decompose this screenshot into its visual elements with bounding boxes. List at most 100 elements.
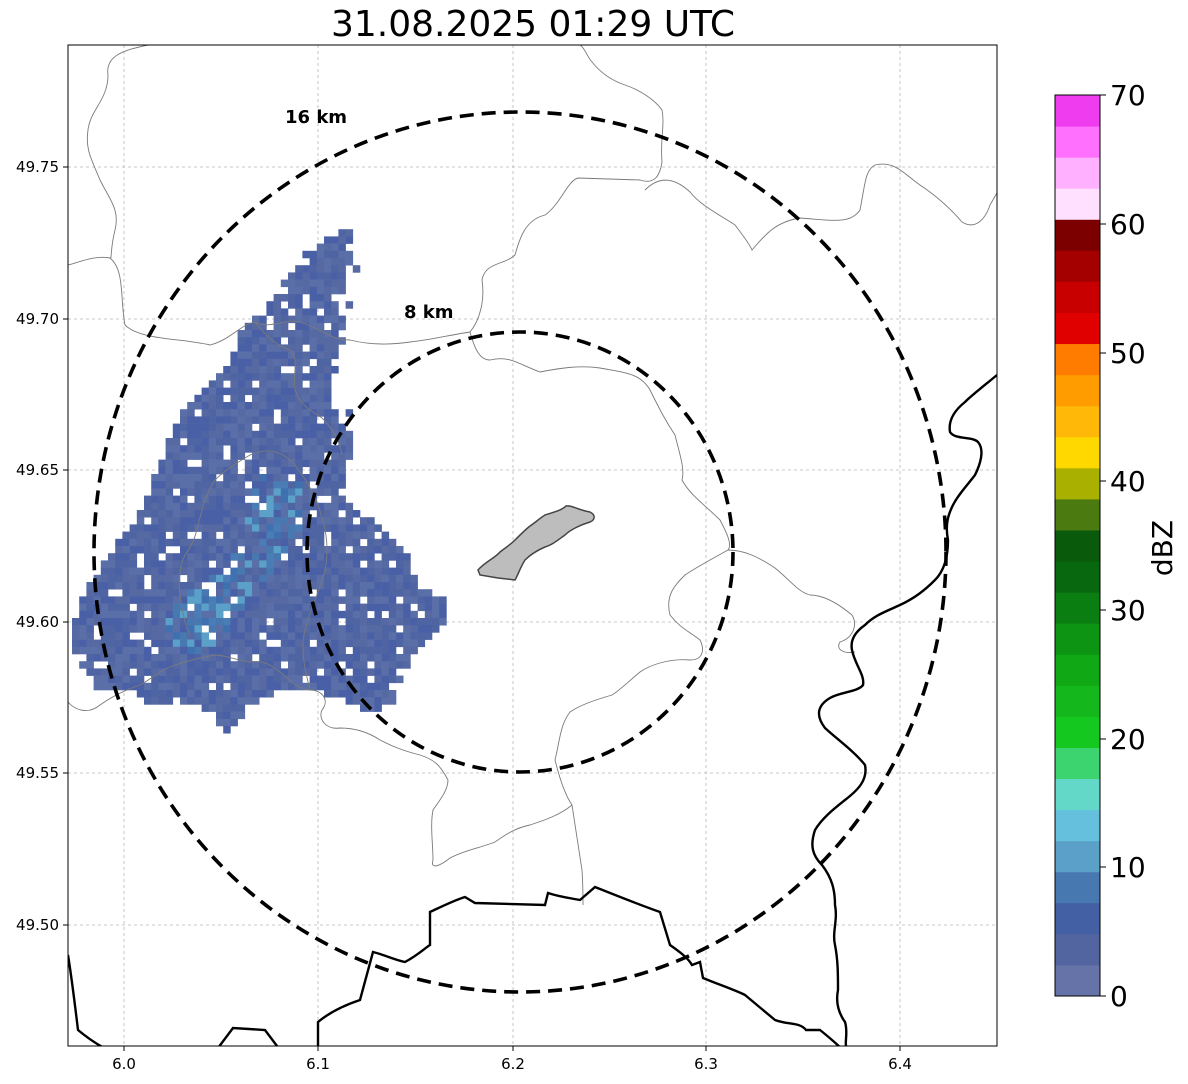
echo-pixel (151, 495, 159, 504)
echo-pixel (187, 582, 195, 590)
echo-pixel (244, 632, 253, 640)
echo-pixel (237, 654, 246, 662)
echo-pixel (396, 582, 404, 590)
echo-pixel (266, 610, 274, 619)
echo-pixel (352, 675, 361, 684)
echo-pixel (115, 618, 123, 626)
echo-pixel (165, 603, 174, 612)
border-line (217, 1026, 279, 1046)
colorbar-frame (1054, 94, 1101, 997)
echo-pixel (180, 409, 188, 417)
echo-pixel (230, 618, 238, 626)
echo-pixel (345, 229, 354, 237)
echo-pixel (244, 574, 253, 583)
echo-pixel (331, 250, 339, 259)
echo-pixel (367, 654, 375, 662)
echo-pixel (331, 654, 339, 662)
echo-pixel (331, 409, 339, 417)
echo-pixel (93, 675, 102, 684)
echo-pixel (316, 250, 325, 259)
echo-pixel (237, 690, 246, 698)
echo-pixel (194, 603, 202, 612)
echo-pixel (396, 610, 404, 619)
echo-pixel (252, 330, 260, 338)
echo-pixel (381, 596, 390, 604)
echo-pixel (259, 459, 267, 468)
echo-pixel (381, 589, 390, 597)
echo-pixel (158, 517, 166, 525)
echo-pixel (374, 567, 382, 576)
echo-pixel (180, 567, 188, 576)
echo-pixel (172, 646, 181, 655)
echo-pixel (208, 646, 217, 655)
echo-pixel (388, 632, 397, 640)
echo-pixel (144, 531, 152, 540)
echo-pixel (273, 315, 282, 324)
echo-pixel (309, 474, 318, 482)
echo-pixel (273, 668, 282, 676)
echo-pixel (172, 481, 181, 489)
echo-pixel (172, 639, 181, 648)
echo-pixel (295, 380, 303, 388)
colorbar-band (1055, 498, 1100, 531)
echo-pixel (136, 668, 145, 676)
echo-pixel (172, 445, 181, 453)
echo-pixel (180, 531, 188, 540)
echo-pixel (280, 373, 289, 381)
colorbar-bands (1055, 95, 1100, 997)
echo-pixel (360, 704, 368, 712)
echo-pixel (381, 603, 390, 612)
echo-pixel (324, 315, 332, 324)
echo-pixel (144, 603, 152, 612)
echo-pixel (324, 474, 332, 482)
echo-pixel (136, 625, 145, 633)
echo-pixel (360, 610, 368, 619)
echo-pixel (129, 531, 138, 540)
echo-pixel (187, 409, 195, 417)
echo-pixel (136, 603, 145, 612)
echo-pixel (266, 358, 274, 367)
echo-pixel (252, 639, 260, 648)
echo-pixel (302, 632, 310, 640)
echo-pixel (374, 574, 382, 583)
echo-pixel (360, 553, 368, 561)
echo-pixel (302, 459, 310, 468)
echo-pixel (230, 481, 238, 489)
echo-pixel (417, 639, 426, 648)
echo-pixel (136, 524, 145, 532)
echo-pixel (338, 625, 346, 633)
colorbar-band (1055, 840, 1100, 873)
echo-pixel (338, 682, 346, 691)
echo-pixel (266, 373, 274, 381)
echo-pixel (100, 618, 109, 626)
echo-pixel (266, 560, 274, 568)
echo-pixel (194, 416, 202, 424)
echo-pixel (367, 632, 375, 640)
echo-pixel (374, 538, 382, 547)
echo-pixel (316, 387, 325, 396)
echo-pixel (208, 495, 217, 504)
echo-pixel (302, 445, 310, 453)
echo-pixel (165, 560, 174, 568)
echo-pixel (223, 618, 231, 626)
echo-pixel (180, 646, 188, 655)
echo-pixel (309, 618, 318, 626)
echo-pixel (352, 646, 361, 655)
echo-pixel (216, 618, 224, 626)
echo-pixel (244, 697, 253, 705)
echo-pixel (244, 610, 253, 619)
echo-pixel (345, 603, 354, 612)
echo-pixel (367, 682, 375, 691)
x-tick-label: 6.2 (501, 1055, 525, 1073)
echo-pixel (266, 632, 274, 640)
echo-pixel (324, 668, 332, 676)
echo-pixel (216, 546, 224, 554)
echo-pixel (259, 553, 267, 561)
echo-pixel (129, 567, 138, 576)
echo-pixel (345, 661, 354, 669)
echo-pixel (216, 610, 224, 619)
radar-echo-area (72, 229, 447, 734)
echo-pixel (273, 654, 282, 662)
echo-pixel (172, 675, 181, 684)
echo-pixel (252, 589, 260, 597)
